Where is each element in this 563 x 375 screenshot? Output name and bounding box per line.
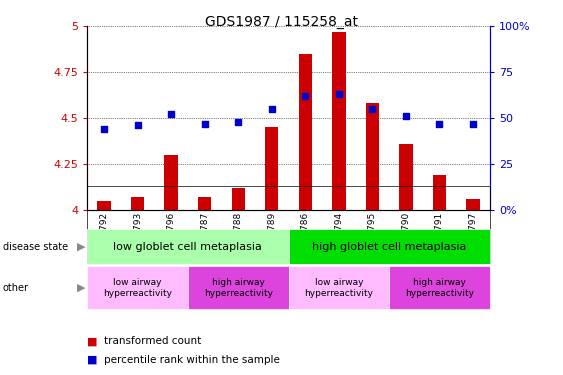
Text: low airway
hyperreactivity: low airway hyperreactivity [103, 278, 172, 297]
Point [133, 123, 142, 129]
Bar [298, 54, 312, 210]
Text: high airway
hyperreactivity: high airway hyperreactivity [405, 278, 474, 297]
Text: transformed count: transformed count [104, 336, 202, 346]
Point [234, 119, 243, 125]
Text: other: other [3, 283, 29, 293]
Text: percentile rank within the sample: percentile rank within the sample [104, 355, 280, 365]
Point [368, 106, 377, 112]
Text: ▶: ▶ [77, 242, 86, 252]
Point [267, 106, 276, 112]
Bar [332, 32, 346, 210]
Text: high globlet cell metaplasia: high globlet cell metaplasia [312, 242, 466, 252]
Text: ■: ■ [87, 336, 98, 346]
Bar [231, 188, 245, 210]
Text: low globlet cell metaplasia: low globlet cell metaplasia [114, 242, 262, 252]
Point [435, 121, 444, 127]
Bar [366, 104, 379, 210]
Text: ■: ■ [87, 355, 98, 365]
Bar [466, 199, 480, 210]
Point [401, 113, 410, 119]
Bar [97, 201, 111, 210]
Point [167, 111, 176, 117]
Point [200, 121, 209, 127]
Point [100, 126, 109, 132]
Bar [164, 155, 178, 210]
Bar [198, 197, 211, 210]
Text: high airway
hyperreactivity: high airway hyperreactivity [204, 278, 272, 297]
Bar [433, 175, 446, 210]
Point [468, 121, 477, 127]
Bar [131, 197, 144, 210]
Bar [265, 127, 279, 210]
Bar [399, 144, 413, 210]
Point [301, 93, 310, 99]
Text: low airway
hyperreactivity: low airway hyperreactivity [305, 278, 373, 297]
Point [334, 91, 343, 97]
Text: GDS1987 / 115258_at: GDS1987 / 115258_at [205, 15, 358, 29]
Text: disease state: disease state [3, 242, 68, 252]
Text: ▶: ▶ [77, 283, 86, 293]
